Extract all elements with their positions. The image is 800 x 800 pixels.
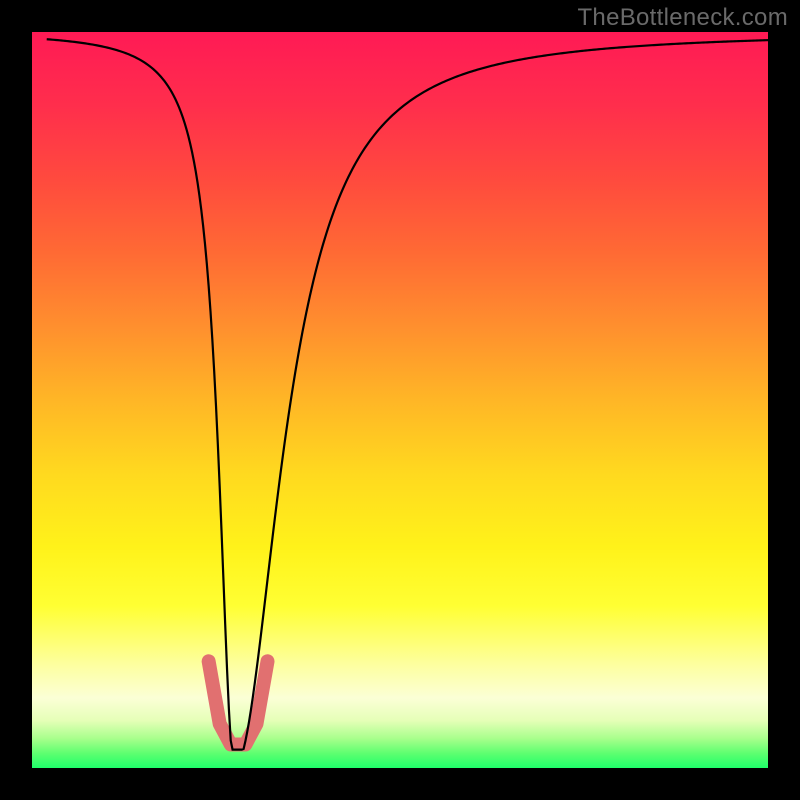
curve-layer — [0, 0, 800, 800]
valley-highlight — [209, 661, 268, 744]
watermark: TheBottleneck.com — [577, 4, 788, 32]
bottleneck-curve — [47, 39, 768, 749]
